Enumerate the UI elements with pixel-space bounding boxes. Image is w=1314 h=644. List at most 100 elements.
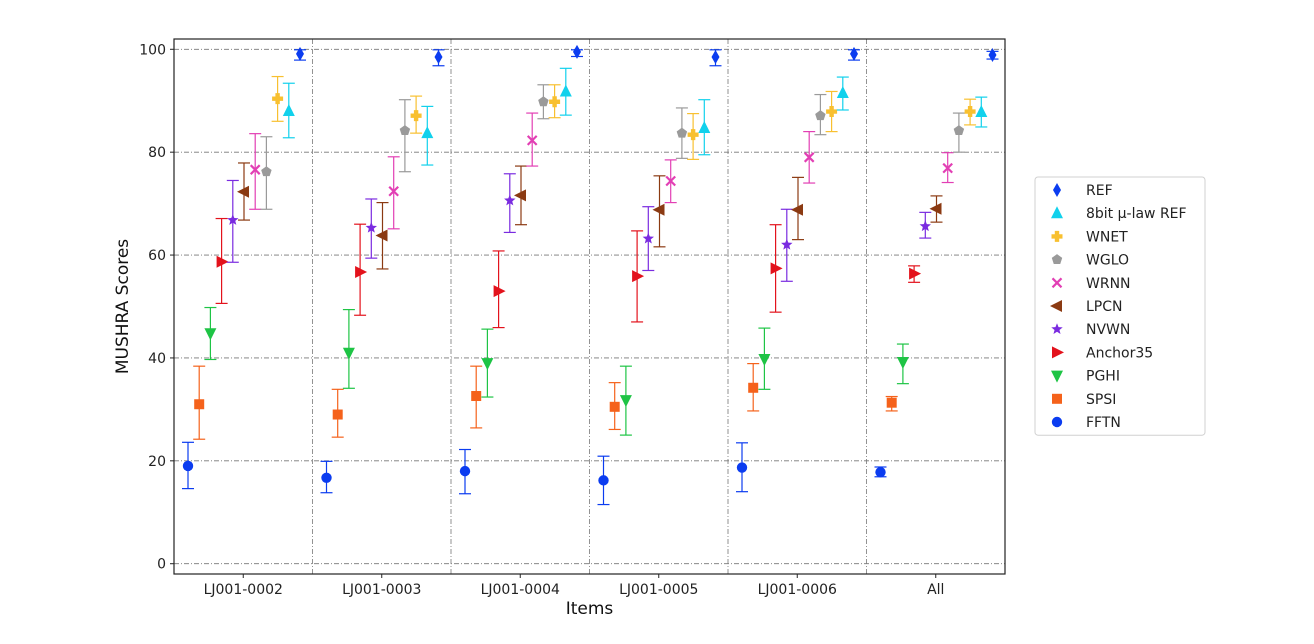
data-point <box>826 106 838 118</box>
data-point <box>321 472 332 484</box>
legend-marker <box>1051 206 1063 219</box>
y-tick-label: 80 <box>148 145 166 161</box>
y-axis-label: MUSHRA Scores <box>113 239 133 374</box>
series-spsi <box>193 363 898 440</box>
legend-box <box>1034 176 1206 436</box>
data-point <box>471 391 482 402</box>
x-tick-label: LJ001-0005 <box>619 582 698 598</box>
legend-item-fftn: FFTN <box>1051 415 1121 431</box>
data-point <box>249 164 261 175</box>
data-point <box>850 46 858 61</box>
legend-item-lpcn: LPCN <box>1050 299 1123 315</box>
data-point <box>953 125 965 136</box>
y-tick-label: 20 <box>148 454 166 470</box>
series-nvwn <box>226 173 932 282</box>
legend-item-anchor35: Anchor35 <box>1052 345 1153 361</box>
y-tick-label: 60 <box>148 248 166 264</box>
x-axis-label: Items <box>566 599 614 619</box>
data-point <box>182 460 194 472</box>
data-point <box>875 466 886 478</box>
legend-item-wnet: WNET <box>1051 229 1128 245</box>
data-point <box>365 221 378 233</box>
data-point <box>282 104 295 117</box>
legend-label: NVWN <box>1086 322 1130 338</box>
data-point <box>803 152 815 163</box>
data-point <box>619 395 632 408</box>
data-point <box>652 203 665 216</box>
series-ref <box>294 44 999 67</box>
data-point <box>375 229 388 242</box>
legend-marker <box>1051 277 1063 289</box>
data-point <box>836 86 849 99</box>
data-point <box>988 47 997 62</box>
data-point <box>758 353 771 366</box>
data-point <box>216 255 229 268</box>
data-point <box>514 189 526 202</box>
data-point <box>296 46 304 61</box>
series-anchor35 <box>215 217 922 329</box>
data-point <box>538 96 549 107</box>
y-axis-ticks: 0 20 40 60 80 100 <box>139 42 174 573</box>
legend-item-8bit-law-ref: 8bit μ-law REF <box>1051 206 1187 222</box>
legend-marker <box>1051 254 1063 265</box>
data-point <box>504 194 516 206</box>
data-point <box>434 50 443 65</box>
data-point <box>388 185 399 197</box>
data-point <box>896 357 909 370</box>
data-point <box>698 120 711 133</box>
data-point <box>410 110 422 122</box>
legend-marker <box>1050 300 1062 312</box>
legend-label: WRNN <box>1086 276 1131 292</box>
legend-marker <box>1053 183 1061 197</box>
legend-item-ref: REF <box>1053 183 1113 199</box>
legend-label: SPSI <box>1086 392 1116 408</box>
data-point <box>194 399 205 410</box>
data-point <box>791 203 803 216</box>
data-point <box>598 475 609 486</box>
data-point <box>687 129 699 141</box>
legend-label: LPCN <box>1086 299 1123 315</box>
data-point <box>964 106 976 118</box>
series-wglo <box>260 84 965 210</box>
data-point <box>975 105 988 118</box>
data-point <box>481 358 494 371</box>
data-point <box>261 166 272 177</box>
data-point <box>493 285 506 298</box>
data-point <box>736 462 748 473</box>
series-8bit-law-ref <box>282 67 988 166</box>
data-point <box>421 126 434 139</box>
legend: REF 8bit μ-law REF WNET WGLO WRNN LPCN NVWN Anc… <box>1034 176 1206 436</box>
legend-marker <box>1051 416 1063 428</box>
data-point <box>665 175 676 187</box>
x-axis-ticks: LJ001-0002 LJ001-0003 LJ001-0004 LJ001-0005… <box>204 574 944 598</box>
legend-item-nvwn: NVWN <box>1051 322 1130 338</box>
data-point <box>549 96 561 108</box>
legend-item-pghi: PGHI <box>1051 369 1120 385</box>
series-pghi <box>204 306 909 436</box>
y-tick-label: 100 <box>139 42 166 58</box>
legend-marker <box>1051 230 1063 242</box>
data-point <box>676 127 688 138</box>
x-tick-label: LJ001-0004 <box>481 582 560 598</box>
legend-item-wrnn: WRNN <box>1051 276 1131 292</box>
x-tick-label: All <box>927 582 944 598</box>
x-tick-label: LJ001-0003 <box>342 582 421 598</box>
data-point <box>919 220 932 232</box>
data-point <box>342 347 355 360</box>
data-point <box>573 44 581 59</box>
data-point <box>711 50 720 65</box>
legend-marker <box>1051 370 1063 383</box>
legend-label: 8bit μ-law REF <box>1086 206 1187 222</box>
data-point <box>559 84 572 97</box>
data-point <box>815 110 826 121</box>
series-lpcn <box>237 162 943 270</box>
legend-item-spsi: SPSI <box>1052 392 1116 408</box>
data-point <box>227 214 239 225</box>
data-point <box>748 382 759 393</box>
legend-marker <box>1052 346 1064 359</box>
legend-label: REF <box>1086 183 1113 199</box>
y-tick-label: 40 <box>148 351 166 367</box>
legend-label: Anchor35 <box>1086 345 1153 361</box>
data-point <box>909 267 922 280</box>
grid-lines <box>174 39 1005 574</box>
